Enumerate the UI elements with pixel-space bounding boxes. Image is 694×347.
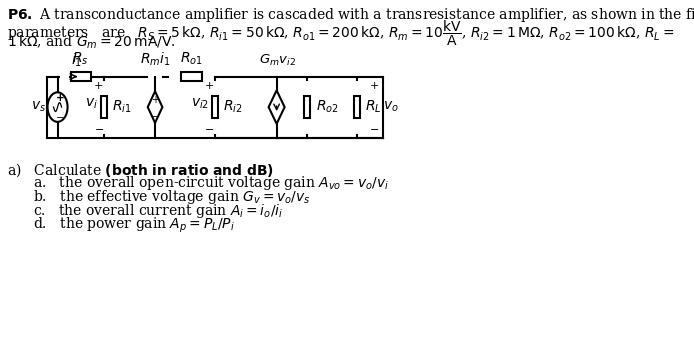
Text: $R_s$: $R_s$ — [72, 50, 89, 67]
FancyBboxPatch shape — [212, 96, 218, 118]
Text: +: + — [151, 95, 159, 105]
Text: d.   the power gain $A_p = P_L/P_i$: d. the power gain $A_p = P_L/P_i$ — [33, 215, 235, 235]
FancyBboxPatch shape — [71, 72, 91, 81]
Text: a)   Calculate $\mathit{\mathbf{(both\ in\ ratio\ and\ dB)}}$: a) Calculate $\mathit{\mathbf{(both\ in\… — [8, 161, 274, 179]
Text: $v_i$: $v_i$ — [85, 97, 97, 111]
FancyBboxPatch shape — [181, 72, 203, 81]
Text: $-$: $-$ — [369, 122, 379, 133]
Text: $v_s$: $v_s$ — [31, 100, 46, 114]
Text: $R_m i_1$: $R_m i_1$ — [140, 50, 171, 68]
Text: $R_{o2}$: $R_{o2}$ — [316, 99, 339, 115]
Text: $-$: $-$ — [56, 111, 65, 121]
Text: $R_{i2}$: $R_{i2}$ — [223, 99, 243, 115]
Text: $-$: $-$ — [204, 122, 214, 133]
Text: $v_{i2}$: $v_{i2}$ — [191, 97, 209, 111]
Text: $R_{i1}$: $R_{i1}$ — [112, 99, 132, 115]
Text: $-$: $-$ — [94, 122, 104, 133]
Polygon shape — [269, 90, 285, 124]
Text: a.   the overall open-circuit voltage gain $A_{vo} = v_o/v_i$: a. the overall open-circuit voltage gain… — [33, 174, 389, 192]
Text: $-$: $-$ — [151, 110, 160, 120]
Text: c.   the overall current gain $A_i = i_o/i_i$: c. the overall current gain $A_i = i_o/i… — [33, 202, 283, 220]
Text: +: + — [94, 81, 103, 91]
FancyBboxPatch shape — [305, 96, 310, 118]
Text: $i_1$: $i_1$ — [71, 51, 82, 69]
Text: $1\,\mathrm{k}\Omega$, and $G_m = 20\,\mathrm{mA/V}$.: $1\,\mathrm{k}\Omega$, and $G_m = 20\,\m… — [8, 33, 176, 51]
Text: $\mathbf{P6.}$ A transconductance amplifier is cascaded with a transresistance a: $\mathbf{P6.}$ A transconductance amplif… — [8, 6, 694, 24]
Text: parameters   are   $R_S = 5\,\mathrm{k}\Omega$, $R_{i1} = 50\,\mathrm{k}\Omega$,: parameters are $R_S = 5\,\mathrm{k}\Omeg… — [8, 18, 675, 48]
FancyBboxPatch shape — [101, 96, 108, 118]
Text: $v_o$: $v_o$ — [384, 100, 399, 114]
Text: +: + — [369, 81, 379, 91]
Text: $G_m v_{i2}$: $G_m v_{i2}$ — [260, 53, 296, 68]
Text: $R_{o1}$: $R_{o1}$ — [180, 50, 203, 67]
Circle shape — [47, 92, 67, 122]
Text: +: + — [205, 81, 214, 91]
FancyBboxPatch shape — [354, 96, 359, 118]
Polygon shape — [148, 91, 162, 123]
Text: +: + — [56, 93, 65, 103]
Text: $R_L$: $R_L$ — [366, 99, 382, 115]
Text: b.   the effective voltage gain $G_v = v_o/v_s$: b. the effective voltage gain $G_v = v_o… — [33, 188, 311, 206]
